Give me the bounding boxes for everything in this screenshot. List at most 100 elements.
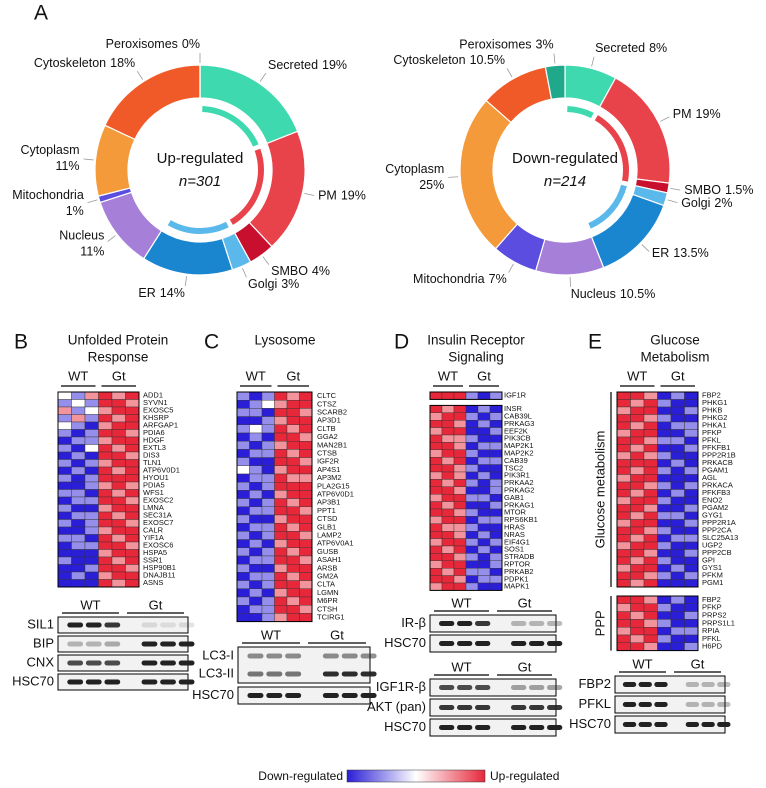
blot-band [622, 722, 637, 727]
gene-label: GM2A [317, 571, 338, 580]
heatmap-cell [249, 473, 263, 483]
heatmap-cell [84, 511, 99, 520]
blot-group-label: WT [451, 595, 471, 610]
heatmap-cell [57, 541, 72, 550]
heatmap-cell [261, 457, 275, 467]
heatmap-cell [489, 391, 503, 400]
heatmap-cell [643, 414, 658, 423]
heatmap-cell [249, 416, 263, 426]
heatmap-cell [465, 405, 479, 413]
heatmap-cell [643, 406, 658, 415]
heatmap-cell [98, 511, 113, 520]
heatmap-cell [84, 399, 99, 408]
heatmap-cell [477, 501, 491, 510]
blot-band [701, 702, 715, 707]
heatmap-cell [670, 564, 685, 573]
gene-label: CTSB [317, 448, 337, 457]
heatmap-cell [630, 534, 645, 543]
heatmap-cell [286, 441, 300, 450]
gene-label: EIF4G1 [504, 537, 530, 546]
panel-title: Metabolism [640, 350, 709, 365]
heatmap-cell [441, 560, 455, 569]
heatmap-cell [453, 412, 467, 421]
leader-line [304, 192, 315, 196]
gene-label: PIK3CB [504, 434, 531, 443]
leader-line [262, 256, 270, 265]
blot-band [439, 705, 455, 710]
heatmap-cell [71, 556, 86, 565]
heatmap-cell [643, 466, 658, 475]
heatmap-cell [286, 482, 300, 491]
heatmap-cell [249, 465, 263, 475]
heatmap-cell [125, 466, 140, 475]
heatmap-cell [616, 603, 631, 612]
heatmap-cell [299, 539, 313, 548]
heatmap-cell [236, 391, 250, 401]
blot-band [529, 685, 545, 690]
heatmap-cell [249, 482, 263, 491]
heatmap-cell [465, 464, 479, 473]
gene-label: CTSH [317, 604, 337, 613]
heatmap-cell [98, 534, 113, 543]
heatmap-cell [286, 490, 300, 499]
heatmap-cell [670, 642, 685, 651]
heatmap-cell [57, 579, 72, 588]
gene-label: HSPA5 [143, 548, 167, 557]
heatmap-cell [630, 436, 645, 445]
heatmap-cell [429, 449, 443, 458]
heatmap-cell [286, 572, 300, 581]
heatmap-cell [98, 556, 113, 565]
slice-value-label: 7% [489, 272, 507, 286]
heatmap-cell [125, 459, 140, 468]
heatmap-cell [643, 549, 658, 558]
legend-high: Up-regulated [490, 769, 559, 783]
blot-band [685, 722, 700, 727]
slice-value-label: 0% [182, 37, 200, 51]
heatmap-cell [111, 496, 126, 505]
slice-label: Nucleus [59, 228, 104, 242]
heatmap-cell [670, 391, 685, 400]
heatmap-cell [125, 421, 140, 430]
heatmap-cell [71, 579, 86, 588]
heatmap-cell [274, 596, 288, 606]
blot-band [547, 621, 563, 626]
bracket-label: Glucose metabolism [592, 431, 607, 549]
slice-name: PM [318, 189, 337, 203]
panel-letter: C [204, 331, 219, 354]
heatmap-cell [643, 571, 658, 580]
heatmap-cell [489, 405, 503, 413]
leader-line [107, 235, 116, 243]
heatmap-cell [670, 466, 685, 475]
heatmap-cell [477, 442, 491, 450]
heatmap-cell [670, 571, 685, 580]
heatmap-cell [236, 613, 250, 622]
blot-band [67, 641, 84, 647]
heatmap-cell [236, 490, 250, 499]
blot-band [178, 679, 195, 685]
heatmap-cell [57, 451, 72, 460]
blot-band [622, 682, 637, 687]
heatmap-cell [236, 465, 250, 475]
heatmap-cell [616, 391, 631, 400]
heatmap-cell [236, 400, 250, 409]
gene-label: SLC25A13 [702, 533, 738, 542]
gene-label: PRPS2 [702, 610, 727, 619]
heatmap-cell [98, 541, 113, 550]
blot-band [529, 725, 545, 730]
blot-band [457, 705, 473, 710]
inner-arc [567, 106, 594, 119]
heatmap-cell [274, 391, 288, 401]
blot-band [360, 693, 377, 698]
blot-band [247, 671, 264, 677]
heatmap-cell [477, 479, 491, 487]
heatmap-cell [684, 519, 699, 528]
blot-band [141, 660, 158, 666]
heatmap-cell [630, 444, 645, 453]
slice-name: SMBO [271, 264, 308, 278]
heatmap-cell [670, 579, 685, 588]
heatmap-cell [261, 531, 275, 540]
heatmap-cell [684, 619, 699, 628]
slice-label: Golgi 3% [248, 277, 299, 291]
heatmap-cell [286, 432, 300, 442]
heatmap-cell [643, 496, 658, 505]
